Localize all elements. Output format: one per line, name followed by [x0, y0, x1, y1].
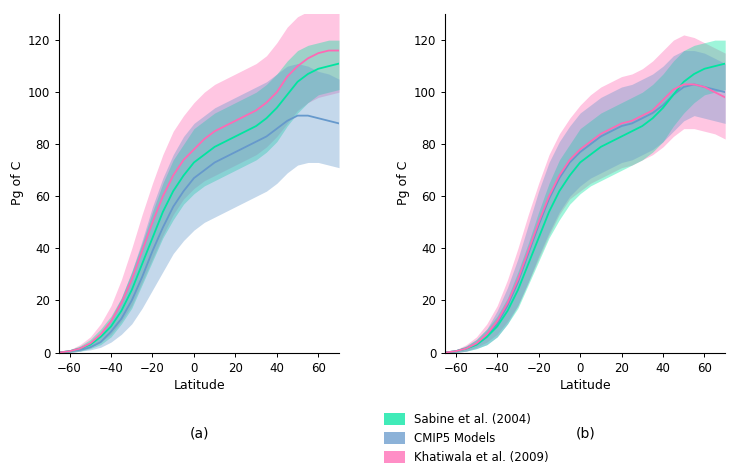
Y-axis label: Pg of C: Pg of C — [397, 161, 410, 205]
Text: (a): (a) — [189, 427, 209, 441]
Legend: Sabine et al. (2004), CMIP5 Models, Khatiwala et al. (2009): Sabine et al. (2004), CMIP5 Models, Khat… — [383, 413, 549, 464]
X-axis label: Latitude: Latitude — [559, 379, 611, 392]
X-axis label: Latitude: Latitude — [173, 379, 225, 392]
Y-axis label: Pg of C: Pg of C — [10, 161, 24, 205]
Text: (b): (b) — [576, 427, 595, 441]
